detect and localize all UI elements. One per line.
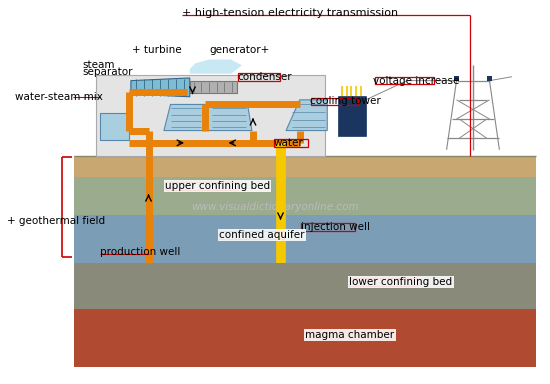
- Text: confined aquifer: confined aquifer: [219, 230, 304, 240]
- Bar: [74, 177, 536, 215]
- Bar: [100, 113, 129, 140]
- Bar: [311, 98, 358, 105]
- Text: voltage increase: voltage increase: [373, 76, 459, 86]
- Text: injection well: injection well: [301, 222, 370, 232]
- Bar: [454, 76, 459, 81]
- Text: upper confining bed: upper confining bed: [165, 181, 270, 191]
- Bar: [190, 81, 236, 93]
- Bar: [74, 215, 536, 263]
- Polygon shape: [286, 100, 327, 131]
- Text: cooling tower: cooling tower: [310, 96, 381, 106]
- Bar: [96, 75, 324, 156]
- Bar: [74, 309, 536, 367]
- Text: water: water: [274, 138, 304, 148]
- Bar: [375, 77, 434, 84]
- Text: separator: separator: [82, 67, 133, 77]
- Text: + high-tension electricity transmission: + high-tension electricity transmission: [182, 8, 398, 18]
- Bar: [487, 76, 492, 81]
- Text: www.visualdictionaryonline.com: www.visualdictionaryonline.com: [191, 202, 359, 212]
- Bar: [338, 96, 366, 136]
- Text: steam: steam: [82, 60, 115, 70]
- Polygon shape: [164, 104, 205, 131]
- Bar: [238, 73, 280, 81]
- Text: production well: production well: [100, 247, 180, 257]
- Bar: [349, 278, 417, 286]
- Bar: [165, 182, 236, 190]
- Text: + turbine: + turbine: [132, 45, 182, 55]
- Bar: [74, 263, 536, 309]
- Text: water-steam mix: water-steam mix: [15, 92, 103, 102]
- Text: magma chamber: magma chamber: [305, 330, 394, 340]
- Text: generator+: generator+: [209, 45, 270, 55]
- Bar: [301, 223, 355, 231]
- Text: condenser: condenser: [238, 72, 292, 82]
- Polygon shape: [190, 60, 242, 74]
- Bar: [274, 139, 308, 147]
- Polygon shape: [131, 78, 190, 97]
- Bar: [74, 156, 536, 177]
- Text: lower confining bed: lower confining bed: [349, 277, 452, 287]
- Polygon shape: [208, 104, 252, 131]
- Text: + geothermal field: + geothermal field: [7, 216, 104, 226]
- Bar: [219, 231, 284, 239]
